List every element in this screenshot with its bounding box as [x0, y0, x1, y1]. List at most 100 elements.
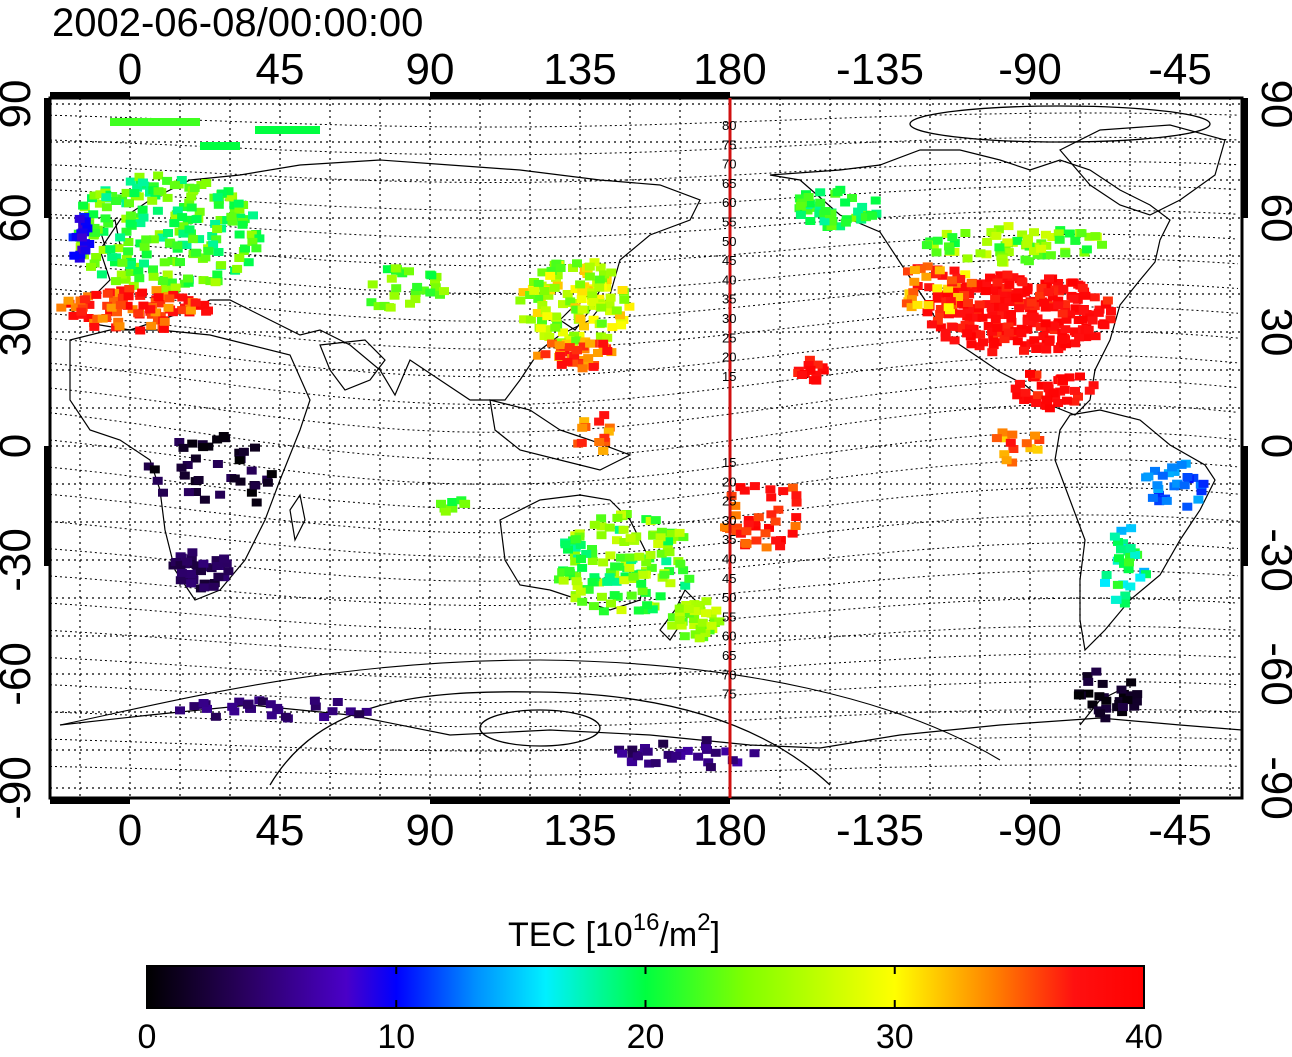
tec-pixel	[1003, 322, 1014, 331]
tec-pixel	[110, 258, 120, 267]
tec-pixel	[912, 300, 923, 309]
tec-pixel	[611, 577, 622, 586]
tec-pixel	[997, 289, 1008, 297]
tec-pixel	[1091, 667, 1102, 676]
tec-pixel	[176, 568, 187, 577]
tec-pixel	[196, 567, 206, 576]
tec-pixel	[141, 250, 152, 259]
tec-pixel	[212, 435, 223, 444]
tec-pixel	[680, 581, 691, 590]
colorbar-tick-label: 0	[138, 1018, 157, 1056]
tec-pixel	[1010, 384, 1021, 393]
tec-pixel	[1008, 273, 1019, 282]
tec-pixel	[79, 295, 90, 304]
tec-pixel	[164, 294, 175, 303]
tec-pixel	[203, 246, 214, 255]
tec-pixel	[922, 308, 933, 317]
tec-pixel	[1061, 315, 1072, 324]
tec-pixel	[626, 757, 637, 766]
tec-pixel	[1023, 395, 1034, 404]
tec-pixel	[101, 193, 112, 202]
mag-contour	[50, 112, 1239, 128]
tec-pixel	[124, 199, 134, 208]
tec-pixel	[1101, 704, 1112, 713]
tec-pixel	[1070, 386, 1080, 395]
tec-pixel	[74, 214, 85, 223]
tec-pixel	[575, 280, 586, 289]
tec-pixel	[212, 225, 223, 234]
tec-pixel	[125, 219, 136, 228]
dateline-lat-label: 15	[722, 369, 736, 384]
tec-pixel	[588, 602, 599, 611]
tec-pixel	[163, 229, 173, 237]
tec-pixel	[564, 566, 575, 575]
tec-pixel	[557, 568, 568, 577]
tec-pixel	[805, 217, 816, 225]
tec-pixel	[1044, 337, 1055, 346]
tec-pixel	[166, 278, 177, 287]
top-longitude-labels: 0 45 90 135 180 -135 -90 -45	[118, 45, 1212, 94]
tec-pixel	[175, 561, 186, 570]
tec-pixel	[1167, 463, 1178, 472]
pole-contour	[59, 659, 1001, 761]
tec-pixel	[778, 487, 789, 496]
tec-pixel	[558, 328, 568, 337]
tec-pixel	[158, 286, 169, 295]
tec-pixel	[679, 632, 690, 641]
tec-pixel	[117, 258, 128, 267]
tec-pixel	[187, 439, 198, 448]
tec-pixel	[790, 522, 801, 530]
tec-pixel	[860, 213, 871, 222]
tec-pixel	[999, 434, 1010, 443]
tec-pixel	[627, 751, 638, 760]
tec-pixel	[216, 261, 227, 270]
tec-pixel	[389, 291, 400, 300]
lat-tick-label: -90	[1252, 756, 1292, 820]
tec-pixel	[122, 301, 133, 310]
tec-pixel	[397, 269, 408, 278]
tec-pixel	[157, 277, 168, 285]
tec-pixel	[766, 510, 777, 519]
tec-pixel	[98, 227, 109, 236]
tec-pixel	[1070, 339, 1081, 348]
tec-pixel	[926, 320, 937, 329]
tec-pixel	[1125, 544, 1136, 553]
tec-pixel	[1132, 690, 1143, 699]
tec-pixel	[683, 609, 694, 618]
tec-pixel	[1022, 239, 1033, 248]
tec-pixel	[991, 338, 1002, 347]
tec-pixel	[997, 258, 1007, 267]
tec-pixel	[1081, 333, 1092, 342]
tec-pixel	[545, 271, 556, 280]
tec-pixel	[596, 592, 607, 601]
tec-pixel	[1179, 481, 1190, 490]
tec-pixel	[730, 511, 741, 520]
tec-pixel	[1089, 293, 1100, 302]
tec-pixel	[617, 286, 628, 294]
tec-pixel	[596, 522, 607, 531]
tec-pixel	[1025, 369, 1035, 378]
tec-pixel	[1118, 580, 1129, 589]
tec-pixel	[847, 194, 857, 202]
tec-pixel	[682, 746, 693, 755]
tec-pixel	[215, 216, 226, 224]
tec-pixel	[1081, 245, 1092, 254]
tec-pixel	[928, 240, 939, 249]
tec-pixel	[533, 351, 544, 360]
tec-pixel	[727, 756, 738, 765]
tec-pixel	[991, 434, 1002, 443]
tec-pixel	[576, 295, 587, 304]
tec-pixel	[743, 516, 754, 524]
tec-pixel	[1070, 236, 1081, 245]
tec-pixel	[609, 591, 620, 600]
tec-pixel	[981, 279, 992, 288]
tec-pixel	[631, 532, 642, 541]
tec-pixel	[233, 199, 244, 208]
tec-pixel	[198, 699, 209, 707]
tec-pixel	[1119, 599, 1130, 608]
tec-pixel	[986, 284, 997, 292]
tec-pixel	[867, 211, 878, 220]
dateline-lat-label: 50	[722, 234, 736, 249]
tec-pixel	[1041, 325, 1052, 334]
tec-pixel	[689, 615, 700, 623]
